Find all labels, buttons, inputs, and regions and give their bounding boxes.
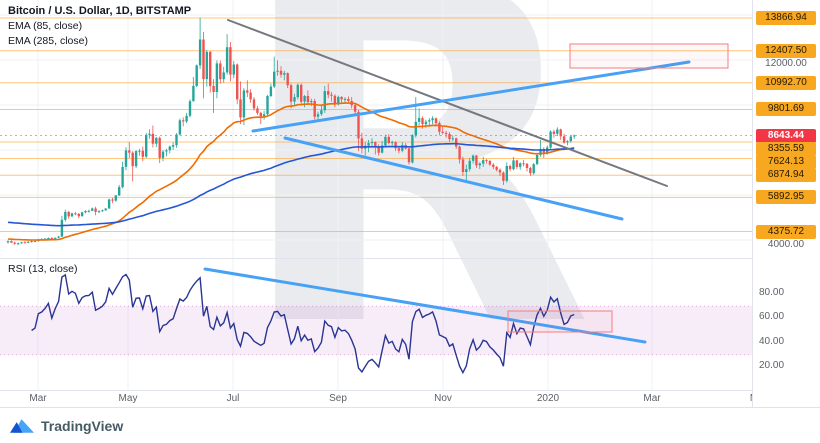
price-level-badge: 6874.94: [756, 168, 816, 182]
rsi-descending-trendline[interactable]: [203, 267, 647, 344]
price-level-badge: 4375.72: [756, 225, 816, 239]
price-panel[interactable]: [0, 0, 752, 258]
time-axis-label: Mar: [29, 393, 47, 404]
ascending-breakout-trendline[interactable]: [251, 60, 691, 133]
rsi-legend[interactable]: RSI (13, close): [8, 263, 78, 275]
price-level-badge: 8355.59: [756, 142, 816, 156]
tradingview-logo-icon[interactable]: [10, 417, 34, 434]
ema-285-legend[interactable]: EMA (285, close): [8, 35, 88, 47]
time-axis-label: Jul: [226, 393, 240, 404]
rsi-axis-label: 20.00: [759, 360, 785, 371]
rsi-axis-label: 40.00: [759, 336, 785, 347]
time-axis-label: Nov: [434, 393, 452, 404]
last-price-badge: 8643.44: [756, 129, 816, 143]
price-chart-canvas[interactable]: [0, 0, 752, 258]
ema-line[interactable]: [7, 142, 575, 227]
price-level-badge: 5892.95: [756, 190, 816, 204]
price-level-badge: 12407.50: [756, 44, 816, 58]
rsi-axis-label: 60.00: [759, 311, 785, 322]
chart-legend: Bitcoin / U.S. Dollar, 1D, BITSTAMP EMA …: [8, 4, 191, 49]
axis-price-label: 12000.00: [765, 58, 807, 69]
ema-85-legend[interactable]: EMA (85, close): [8, 20, 83, 32]
rsi-breakout-box[interactable]: [507, 310, 613, 333]
time-axis-label: Mar: [643, 393, 661, 404]
descending-support-trendline[interactable]: [283, 136, 624, 221]
price-level-badge: 10992.70: [756, 76, 816, 90]
price-level-badge: 9801.69: [756, 102, 816, 116]
tradingview-brand[interactable]: TradingView: [41, 417, 124, 434]
time-axis-label: May: [118, 393, 138, 404]
time-axis-label: 2020: [536, 393, 560, 404]
price-level-badge: 13866.94: [756, 11, 816, 25]
candlestick-series: [6, 17, 576, 245]
rsi-panel[interactable]: [0, 258, 752, 391]
price-target-box[interactable]: [569, 43, 729, 69]
price-level-badge: 7624.13: [756, 155, 816, 169]
rsi-chart-canvas[interactable]: [0, 259, 752, 391]
rsi-axis-label: 80.00: [759, 287, 785, 298]
axis-price-label: 4000.00: [767, 239, 805, 250]
rsi-legend-wrap: RSI (13, close): [8, 262, 77, 277]
ema-line[interactable]: [7, 102, 575, 241]
symbol-title[interactable]: Bitcoin / U.S. Dollar, 1D, BITSTAMP: [8, 5, 192, 17]
rsi-line: [31, 273, 575, 375]
descending-resistance-trendline[interactable]: [227, 19, 668, 187]
price-axis[interactable]: 13866.94 12407.50 12000.00 10992.70 9801.69 8…: [752, 0, 820, 407]
time-axis-label: Sep: [329, 393, 347, 404]
time-axis[interactable]: MarMayJulSepNov2020MarM: [0, 390, 758, 408]
footer-bar: TradingView: [0, 407, 820, 443]
